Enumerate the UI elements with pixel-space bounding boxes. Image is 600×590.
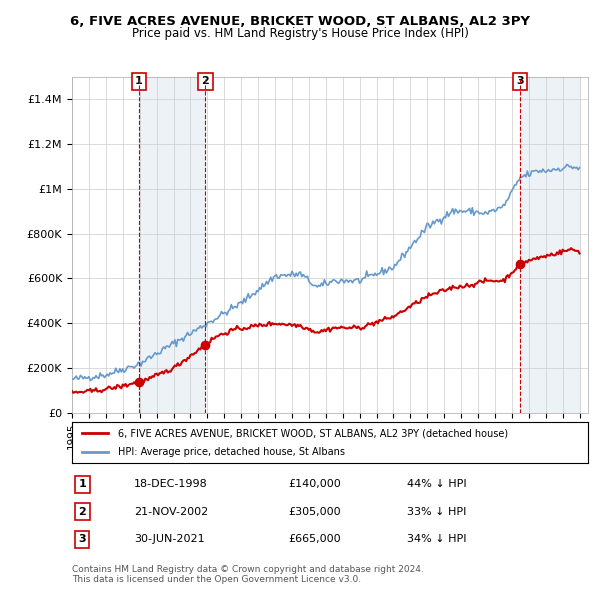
Text: 34% ↓ HPI: 34% ↓ HPI <box>407 534 467 544</box>
Bar <box>139 77 205 413</box>
Bar <box>520 77 580 413</box>
Text: Contains HM Land Registry data © Crown copyright and database right 2024.
This d: Contains HM Land Registry data © Crown c… <box>72 565 424 584</box>
Text: 1: 1 <box>79 480 86 490</box>
Text: 33% ↓ HPI: 33% ↓ HPI <box>407 507 467 517</box>
Text: 2: 2 <box>79 507 86 517</box>
Text: 30-JUN-2021: 30-JUN-2021 <box>134 534 205 544</box>
Text: 3: 3 <box>517 76 524 86</box>
Text: 2: 2 <box>202 76 209 86</box>
Text: 1: 1 <box>135 76 143 86</box>
Text: 6, FIVE ACRES AVENUE, BRICKET WOOD, ST ALBANS, AL2 3PY: 6, FIVE ACRES AVENUE, BRICKET WOOD, ST A… <box>70 15 530 28</box>
Text: 3: 3 <box>79 534 86 544</box>
Text: £665,000: £665,000 <box>289 534 341 544</box>
Text: 18-DEC-1998: 18-DEC-1998 <box>134 480 208 490</box>
Text: 44% ↓ HPI: 44% ↓ HPI <box>407 480 467 490</box>
Text: Price paid vs. HM Land Registry's House Price Index (HPI): Price paid vs. HM Land Registry's House … <box>131 27 469 40</box>
Text: £140,000: £140,000 <box>289 480 341 490</box>
Text: £305,000: £305,000 <box>289 507 341 517</box>
Text: 6, FIVE ACRES AVENUE, BRICKET WOOD, ST ALBANS, AL2 3PY (detached house): 6, FIVE ACRES AVENUE, BRICKET WOOD, ST A… <box>118 428 509 438</box>
Text: 21-NOV-2002: 21-NOV-2002 <box>134 507 208 517</box>
Text: HPI: Average price, detached house, St Albans: HPI: Average price, detached house, St A… <box>118 447 346 457</box>
